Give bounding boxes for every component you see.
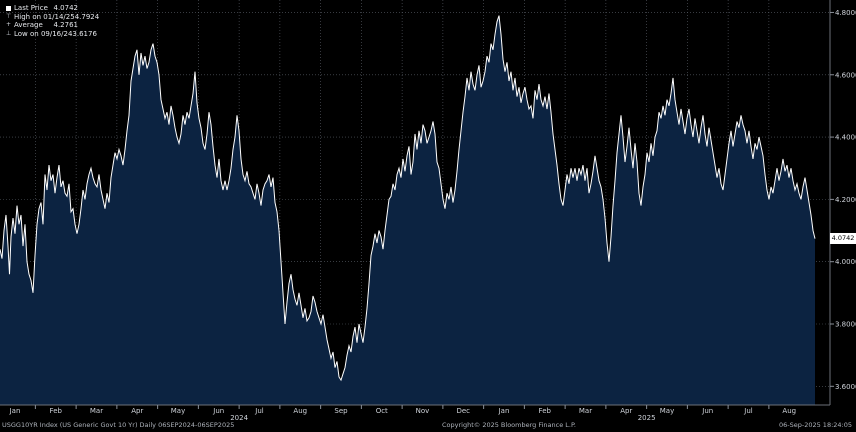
price-line [0,15,816,382]
legend-last-price-label: Last Price [14,4,48,12]
x-tick-label: Dec [456,407,470,415]
x-tick-label: Mar [90,407,103,415]
x-tick-label: Apr [131,407,143,415]
x-tick-label: Jul [743,407,753,415]
y-axis-ticks: 3.6000 3.8000 4.0000 4.2000 4.4000 4.6000 4.80… [830,9,856,391]
y-tick-label: 4.0000 [835,258,856,266]
y-tick-label: 4.4000 [835,134,856,142]
x-tick-label: May [171,407,185,415]
legend-low-label: Low on 09/16/24 [14,29,73,38]
x-tick-label: Sep [334,407,348,415]
y-tick-label: 4.6000 [835,71,856,79]
y-tick-label: 3.6000 [835,383,856,391]
y-tick-label: 4.8000 [835,9,856,17]
legend-average-value: 4.2761 [53,21,79,29]
last-price-badge: 4.0742 [830,233,856,245]
footer-security: USGG10YR Index (US Generic Govt 10 Yr) D… [2,421,235,429]
x-tick-label: May [660,407,674,415]
price-area-fill [0,15,815,405]
legend-average-label: Average [14,21,43,29]
legend-high-value: 4.7924 [74,12,100,21]
x-tick-label: Jun [701,407,713,415]
x-tick-label: Aug [293,407,307,415]
average-marker-icon: + [6,21,12,28]
x-tick-label: Oct [376,407,388,415]
footer-copyright: Copyright© 2025 Bloomberg Finance L.P. [442,421,576,429]
x-tick-label: Nov [416,407,430,415]
square-icon [6,5,11,11]
legend-high-label: High on 01/14/25 [14,12,75,21]
x-tick-label: Jan [498,407,510,415]
low-marker-icon: ⊥ [6,29,12,37]
x-tick-label: Feb [50,407,63,415]
chart-legend: Last Price 4.0742 ⊤ High on 01/14/25 4.79… [6,4,99,39]
x-tick-label: Jul [254,407,264,415]
x-tick-label: Aug [782,407,796,415]
x-axis-ticks: Jan Feb Mar Apr May Jun Jul Aug Sep Oct Nov Dec Jan F… [9,405,796,422]
high-marker-icon: ⊤ [6,12,12,20]
y-tick-label: 4.2000 [835,196,856,204]
legend-last-price-value: 4.0742 [53,4,79,12]
y-tick-label: 3.8000 [835,321,856,329]
legend-average: + Average 4.2761 [6,21,78,30]
legend-low: ⊥ Low on 09/16/24 3.6176 [6,29,97,39]
x-tick-label: Feb [539,407,552,415]
x-tick-label: Apr [620,407,632,415]
legend-last-price: Last Price 4.0742 [6,4,78,13]
x-tick-label: Jan [9,407,21,415]
x-tick-label: Jun [212,407,224,415]
x-tick-label: Mar [579,407,592,415]
year-label: 2025 [638,414,656,422]
year-label: 2024 [230,414,248,422]
footer-timestamp: 06-Sep-2025 18:24:05 [778,421,852,429]
legend-high: ⊤ High on 01/14/25 4.7924 [6,12,99,22]
legend-low-value: 3.6176 [72,29,97,38]
